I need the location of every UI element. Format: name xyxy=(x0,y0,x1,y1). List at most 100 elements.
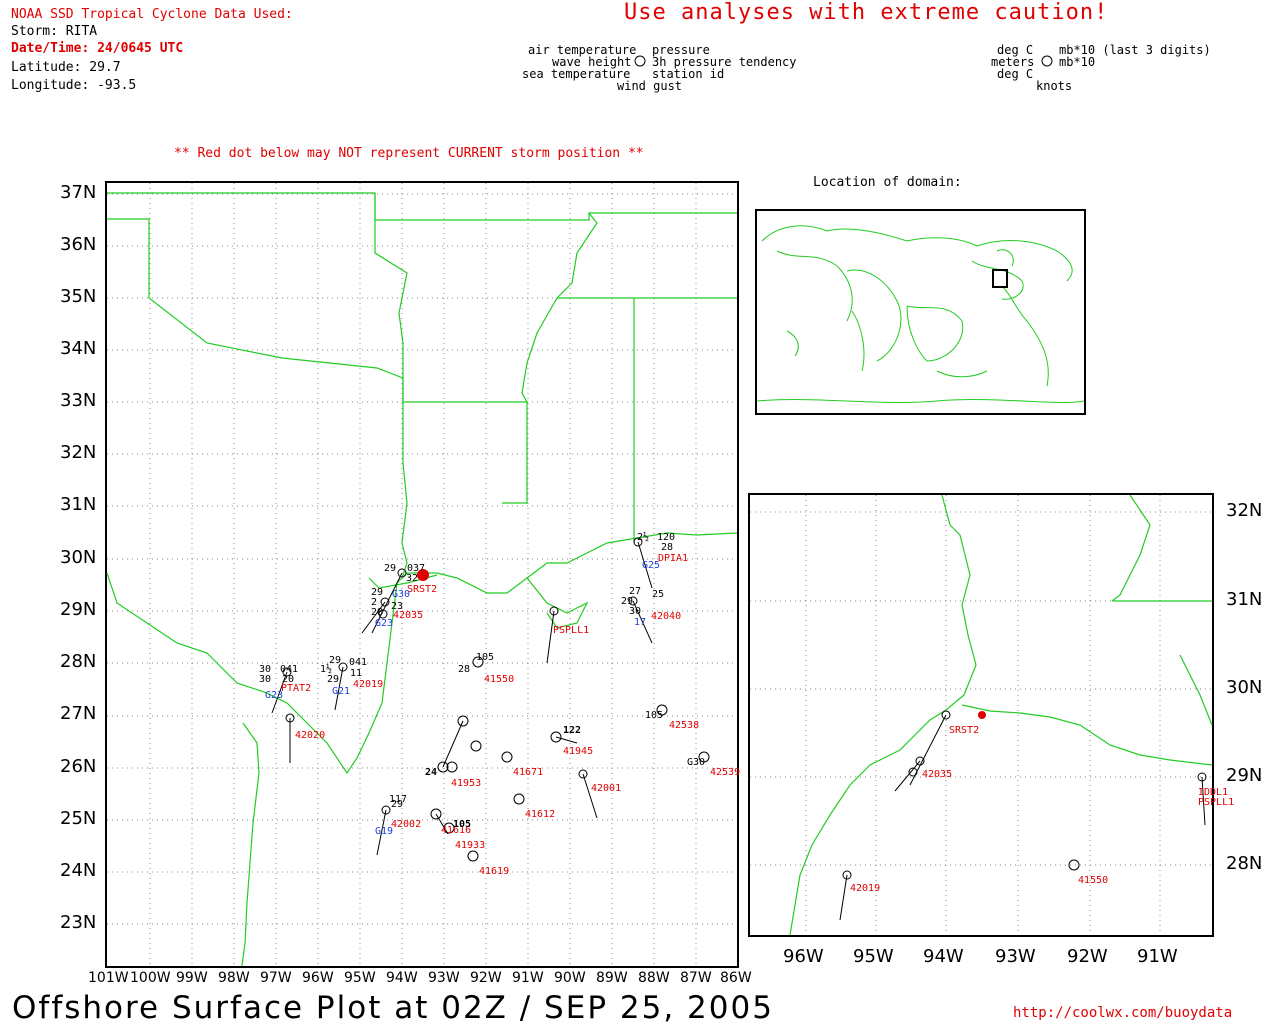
lon-label: 94W xyxy=(386,970,418,986)
zoom-inset-map[interactable]: SRST2 42035 42019 41550 IDDL1 PSPLL1 xyxy=(748,493,1234,937)
lat-label: 26N xyxy=(60,756,97,777)
station-label-pspll1: PSPLL1 xyxy=(553,625,590,636)
zoom-station-42035: 42035 xyxy=(922,769,953,780)
obs-pressure: 29 xyxy=(391,799,404,810)
obs-gust: G23 xyxy=(265,690,284,701)
obs-gust: G25 xyxy=(642,560,661,571)
main-map[interactable]: SRST2 42035 42019 PTAT2 42020 41550 4200… xyxy=(105,181,741,968)
obs-air-temp: 30 xyxy=(259,664,272,675)
obs-air-temp: 24 xyxy=(425,767,438,778)
obs-tendency: 20 xyxy=(282,674,295,685)
obs-tendency: 28 xyxy=(661,542,674,553)
obs-gust: G23 xyxy=(375,618,394,629)
units-knots: knots xyxy=(1036,79,1073,93)
main-grid xyxy=(107,183,737,966)
coastline-and-borders xyxy=(106,192,738,967)
lon-label: 86W xyxy=(720,970,752,986)
lat-label: 33N xyxy=(60,390,97,411)
lon-label: 90W xyxy=(554,970,586,986)
obs-air-temp: 117 xyxy=(389,794,408,805)
lon-label: 91W xyxy=(512,970,544,986)
plot-title: Offshore Surface Plot at 02Z / SEP 25, 2… xyxy=(12,990,774,1026)
domain-locator-box xyxy=(992,269,1008,288)
station-label-41671: 41671 xyxy=(513,767,544,778)
station-label-42020: 42020 xyxy=(295,730,326,741)
zoom-station-iddl1: IDDL1 xyxy=(1198,787,1229,798)
storm-longitude: Longitude: -93.5 xyxy=(11,78,137,93)
lon-label: 96W xyxy=(302,970,334,986)
obs-pressure: 041 xyxy=(349,657,368,668)
lat-label: 29N xyxy=(60,599,97,620)
main-map-canvas xyxy=(106,183,738,967)
station-label-42019: 42019 xyxy=(353,679,384,690)
zoom-lon-label: 95W xyxy=(853,946,894,967)
lon-label: 93W xyxy=(428,970,460,986)
legend-station-id: station id xyxy=(652,67,725,81)
lat-label: 36N xyxy=(60,234,97,255)
zoom-lat-label: 31N xyxy=(1226,589,1263,610)
legend-air-temp: air temperature xyxy=(528,43,637,57)
obs-air-temp: 2½ xyxy=(637,532,650,543)
lon-label: 92W xyxy=(470,970,502,986)
source-url-link[interactable]: http://coolwx.com/buoydata xyxy=(1013,1005,1233,1021)
lat-label: 35N xyxy=(60,286,97,307)
world-inset-title: Location of domain: xyxy=(813,175,962,190)
obs-gust: G21 xyxy=(332,686,351,697)
obs-air-temp: 27 xyxy=(629,586,642,597)
source-line: NOAA SSD Tropical Cyclone Data Used: xyxy=(11,7,293,22)
obs-gust: 17 xyxy=(634,617,647,628)
obs-pressure: 037 xyxy=(407,563,426,574)
station-label-srst2: SRST2 xyxy=(407,584,438,595)
obs-pressure: 25 xyxy=(652,589,665,600)
legend-station-circle-icon xyxy=(634,55,646,67)
zoom-lat-label: 28N xyxy=(1226,853,1263,874)
units-meters: meters xyxy=(991,55,1035,69)
lon-label: 88W xyxy=(638,970,670,986)
units-deg-c-sea: deg C xyxy=(997,67,1034,81)
obs-sea-temp: 32 xyxy=(406,573,419,584)
zoom-station-41550: 41550 xyxy=(1078,875,1109,886)
zoom-station-srst2: SRST2 xyxy=(949,725,980,736)
station-label-ptat2: PTAT2 xyxy=(281,683,312,694)
zoom-storm-dot xyxy=(978,711,986,719)
lon-label: 100W xyxy=(130,970,171,986)
obs-sea-temp: 30 xyxy=(629,606,642,617)
zoom-map-canvas xyxy=(750,494,1213,936)
storm-datetime: Date/Time: 24/0645 UTC xyxy=(11,41,184,56)
station-label-42002: 42002 xyxy=(391,819,422,830)
lon-label: 89W xyxy=(596,970,628,986)
obs-pressure: 122 xyxy=(563,725,582,736)
station-label-41953: 41953 xyxy=(451,778,482,789)
obs-pressure: 120 xyxy=(657,532,676,543)
lon-label: 101W xyxy=(88,970,129,986)
world-inset-map xyxy=(755,209,1086,415)
lon-label: 87W xyxy=(680,970,712,986)
obs-sea-temp: 28 xyxy=(458,664,471,675)
lon-label: 97W xyxy=(260,970,292,986)
station-label-42040: 42040 xyxy=(651,611,682,622)
units-mb-tendency: mb*10 xyxy=(1059,55,1096,69)
zoom-lon-label: 92W xyxy=(1067,946,1108,967)
wind-barbs xyxy=(271,541,653,856)
station-label-41550: 41550 xyxy=(484,674,515,685)
units-station-circle-icon xyxy=(1041,55,1053,67)
legend-wind-gust: wind gust xyxy=(617,79,683,93)
station-label-42538: 42538 xyxy=(669,720,700,731)
obs-pressure: 105 xyxy=(476,652,495,663)
obs-wave-height: 29 xyxy=(621,596,634,607)
lat-label: 25N xyxy=(60,808,97,829)
zoom-station-pspll1: PSPLL1 xyxy=(1198,797,1235,808)
lon-label: 95W xyxy=(344,970,376,986)
obs-sea-temp: 29 xyxy=(327,674,340,685)
legend-wave-height: wave height xyxy=(552,55,632,69)
world-map-canvas xyxy=(756,225,1085,403)
obs-air-temp: 29 xyxy=(371,587,384,598)
units-mb: mb*10 (last 3 digits) xyxy=(1059,43,1211,57)
storm-latitude: Latitude: 29.7 xyxy=(11,60,121,75)
station-label-42539: 42539 xyxy=(710,767,741,778)
station-label-41945: 41945 xyxy=(563,746,594,757)
zoom-lat-label: 30N xyxy=(1226,677,1263,698)
zoom-station-42019: 42019 xyxy=(850,883,881,894)
legend-tendency: 3h pressure tendency xyxy=(652,55,797,69)
lat-label: 31N xyxy=(60,494,97,515)
